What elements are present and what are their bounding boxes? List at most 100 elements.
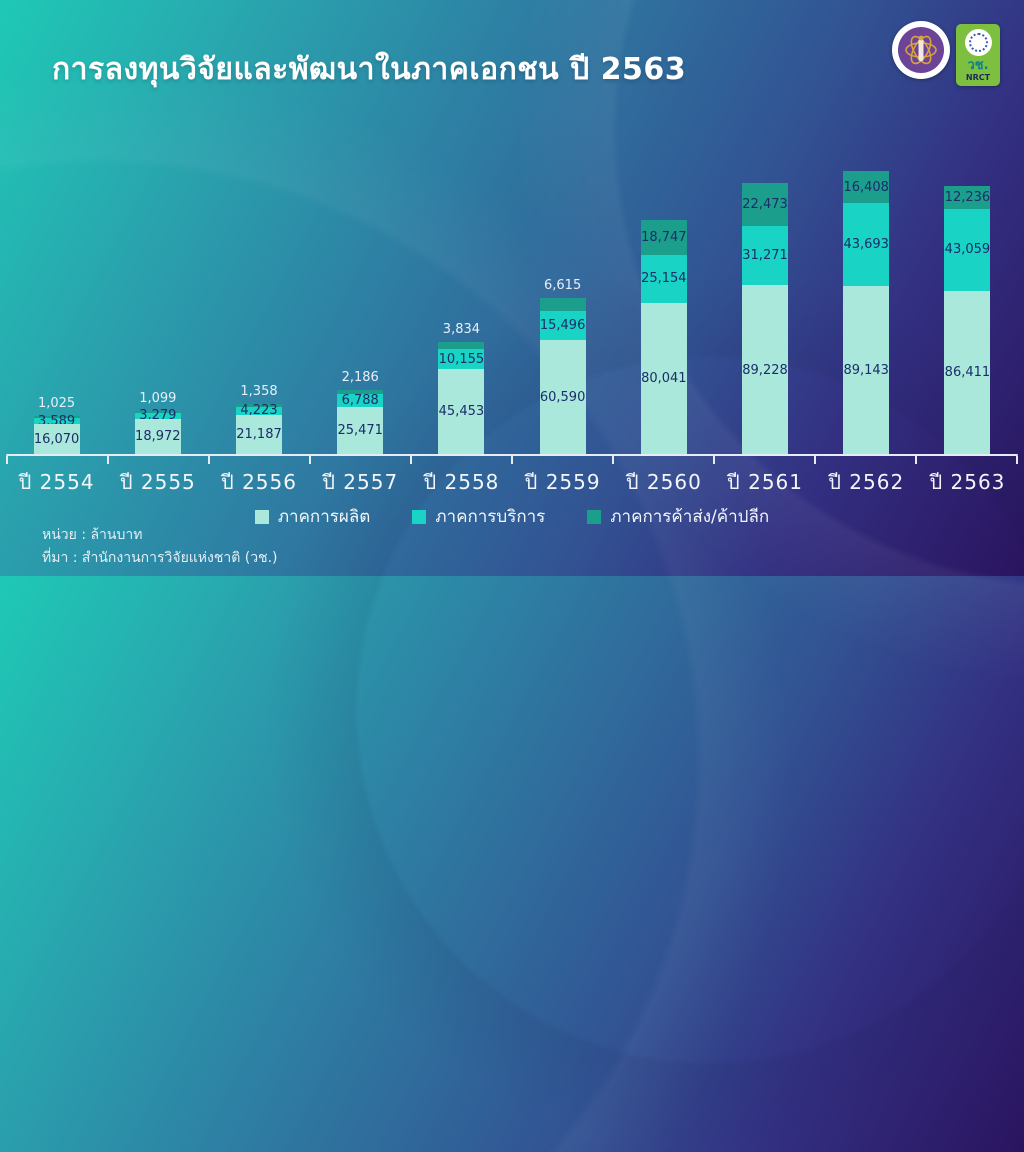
bar-segment: 31,271 (742, 226, 789, 286)
axis-tick (511, 456, 513, 464)
bar-segment: 18,972 (134, 418, 181, 455)
bar-value-label: 12,236 (944, 189, 991, 205)
bar-segment (134, 410, 181, 413)
x-axis-line (6, 454, 1018, 456)
axis-tick (208, 456, 210, 464)
bar-value-label: 1,025 (37, 395, 76, 411)
chart-legend: ภาคการผลิต ภาคการบริการ ภาคการค้าส่ง/ค้า… (0, 503, 1024, 530)
atom-emblem-icon (898, 27, 944, 73)
legend-swatch-production (254, 509, 269, 524)
x-tick-label: ปี 2557 (322, 470, 399, 494)
nrct-emblem-icon (964, 29, 992, 56)
bar-value-label: 4,223 (240, 403, 278, 419)
nrct-en-abbrev: NRCT (965, 73, 991, 82)
bar-value-label: 18,972 (135, 429, 181, 445)
bar-segment (539, 297, 586, 311)
legend-label-wholesale-retail: ภาคการค้าส่ง/ค้าปลีก (610, 507, 770, 527)
bar-segment: 3,589 (33, 413, 80, 429)
footer-notes: หน่วย : ล้านบาท ที่มา : สำนักงานการวิจัย… (42, 524, 278, 570)
bar-segment: 18,747 (640, 219, 687, 256)
stacked-bar: 10,155 45,453 (438, 342, 485, 455)
chart-column: 6,788 25,471 2,186 (310, 160, 411, 455)
stacked-bar: 3,589 16,070 (33, 413, 80, 455)
bar-value-label: 89,228 (742, 362, 788, 378)
bar-segment: 43,059 (944, 209, 991, 291)
bar-value-label: 18,747 (641, 229, 687, 245)
bar-value-label: 22,473 (742, 197, 788, 213)
bar-segment: 10,155 (438, 349, 485, 369)
nrct-logo: วช. NRCT (956, 24, 1000, 86)
axis-tick (410, 456, 412, 464)
axis-tick (814, 456, 816, 464)
x-tick-label: ปี 2562 (828, 470, 905, 494)
legend-swatch-services (412, 509, 427, 524)
stacked-bar: 18,747 25,154 80,041 (640, 219, 687, 456)
bar-segment: 16,408 (843, 171, 890, 203)
page-title: การลงทุนวิจัยและพัฒนาในภาคเอกชน ปี 2563 (52, 52, 687, 87)
bar-value-label: 3,589 (37, 413, 76, 429)
bar-segment: 89,143 (843, 285, 890, 455)
bar-value-label: 2,186 (341, 369, 379, 385)
stacked-bar: 4,223 21,187 (236, 404, 282, 455)
bar-value-label: 1,099 (139, 390, 177, 406)
bar-value-label: 3,834 (442, 322, 481, 338)
bar-segment (236, 404, 282, 407)
chart-column: 15,496 60,590 6,615 (512, 160, 613, 455)
bar-value-label: 15,496 (539, 317, 586, 333)
bar-segment: 86,411 (944, 290, 991, 455)
legend-item-wholesale-retail: ภาคการค้าส่ง/ค้าปลีก (587, 503, 769, 530)
stacked-bar: 12,236 43,059 86,411 (944, 185, 991, 455)
institute-seal-logo (892, 21, 950, 79)
bar-segment: 21,187 (236, 414, 282, 455)
bar-segment: 16,070 (33, 424, 80, 455)
chart-column: 4,223 21,187 1,358 (208, 160, 309, 455)
legend-swatch-wholesale-retail (587, 509, 602, 524)
bar-segment: 89,228 (742, 285, 789, 455)
bar-segment: 15,496 (539, 310, 586, 340)
x-tick-label: ปี 2561 (727, 470, 803, 494)
chart-column: 3,279 18,972 1,099 (107, 160, 208, 455)
bar-value-label: 43,693 (843, 236, 889, 252)
bar-segment: 45,453 (438, 368, 485, 455)
axis-tick (713, 456, 715, 464)
bar-value-label: 89,143 (843, 362, 889, 378)
bar-segment (337, 389, 384, 394)
bar-value-label: 25,154 (641, 271, 687, 287)
bar-value-label: 60,590 (539, 389, 586, 405)
bar-segment (438, 342, 485, 350)
x-tick-label: ปี 2554 (18, 470, 95, 494)
chart-column: 12,236 43,059 86,411 (917, 160, 1018, 455)
stacked-bar: 15,496 60,590 (539, 297, 586, 455)
bar-value-label: 10,155 (438, 351, 485, 367)
x-tick-label: ปี 2558 (423, 470, 500, 494)
bar-value-label: 6,615 (544, 277, 582, 293)
stacked-bar: 3,279 18,972 (134, 409, 181, 455)
bar-value-label: 45,453 (438, 404, 485, 420)
bar-value-label: 43,059 (944, 242, 991, 258)
bar-segment: 25,154 (640, 255, 687, 303)
bar-value-label: 21,187 (236, 427, 282, 443)
axis-tick (915, 456, 917, 464)
bar-segment: 60,590 (539, 339, 586, 455)
unit-note: หน่วย : ล้านบาท (42, 527, 143, 543)
bar-segment (33, 415, 80, 418)
legend-label-production: ภาคการผลิต (277, 507, 371, 527)
bar-value-label: 6,788 (341, 392, 379, 408)
axis-tick (107, 456, 109, 464)
bar-value-label: 16,070 (33, 432, 80, 448)
x-tick-label: ปี 2563 (929, 470, 1006, 494)
source-note: ที่มา : สำนักงานการวิจัยแห่งชาติ (วช.) (42, 550, 278, 566)
bar-value-label: 31,271 (742, 248, 788, 264)
axis-tick (6, 456, 8, 464)
bar-segment: 43,693 (843, 202, 890, 286)
bar-value-label: 80,041 (641, 371, 687, 387)
bar-segment: 22,473 (742, 183, 789, 227)
x-tick-label: ปี 2556 (221, 470, 297, 494)
stacked-bar: 22,473 31,271 89,228 (742, 183, 789, 455)
chart-column: 18,747 25,154 80,041 (613, 160, 714, 455)
legend-label-services: ภาคการบริการ (435, 507, 546, 527)
bar-segment: 12,236 (944, 185, 991, 209)
nrct-thai-abbrev: วช. (967, 58, 989, 73)
stacked-bar: 6,788 25,471 (337, 389, 384, 455)
chart-column: 22,473 31,271 89,228 (714, 160, 815, 455)
